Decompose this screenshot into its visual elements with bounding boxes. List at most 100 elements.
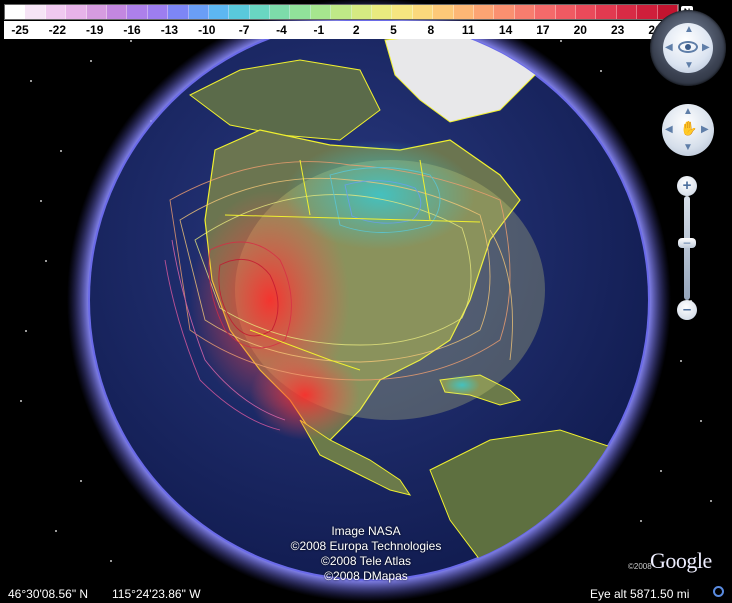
colorbar-swatch bbox=[168, 5, 189, 19]
star bbox=[55, 530, 57, 532]
latitude-readout: 46°30'08.56" N bbox=[8, 587, 89, 601]
colorbar-swatch bbox=[45, 5, 67, 19]
zoom-in-button[interactable]: + bbox=[677, 176, 697, 196]
colorbar-swatch bbox=[249, 5, 271, 19]
colorbar-swatch bbox=[25, 5, 46, 19]
star bbox=[80, 480, 82, 482]
colorbar-swatch bbox=[433, 5, 454, 19]
look-joystick[interactable]: ▲ ▼ ◀ ▶ bbox=[663, 23, 713, 73]
colorbar-tick-label: 11 bbox=[461, 23, 475, 37]
colorbar-tick-label: 23 bbox=[610, 23, 625, 37]
star bbox=[90, 60, 92, 62]
colorbar-swatch bbox=[188, 5, 209, 19]
colorbar-tick-label: 17 bbox=[536, 23, 550, 37]
star bbox=[110, 560, 112, 562]
arrow-down-icon[interactable]: ▼ bbox=[684, 60, 694, 71]
star bbox=[30, 80, 32, 82]
colorbar-swatch bbox=[412, 5, 434, 19]
imagery-attribution: Image NASA ©2008 Europa Technologies ©20… bbox=[280, 524, 452, 584]
colorbar-swatch bbox=[575, 5, 597, 19]
pan-left-icon[interactable]: ◀ bbox=[665, 124, 673, 135]
colorbar-swatch bbox=[351, 5, 373, 19]
colorbar-swatch bbox=[555, 5, 576, 19]
pan-down-icon[interactable]: ▼ bbox=[683, 142, 693, 153]
attribution-line: ©2008 Europa Technologies bbox=[290, 539, 442, 553]
zoom-out-button[interactable]: – bbox=[677, 300, 697, 320]
zoom-thumb[interactable]: – bbox=[678, 236, 696, 248]
pan-up-icon[interactable]: ▲ bbox=[683, 106, 693, 117]
colorbar-swatch bbox=[208, 5, 230, 19]
colorbar-swatch bbox=[535, 5, 556, 19]
star bbox=[45, 260, 47, 262]
colorbar-tick-label: -16 bbox=[123, 23, 141, 37]
colorbar-swatch bbox=[290, 5, 311, 19]
isotherm-contours bbox=[164, 161, 513, 431]
colorbar-swatch bbox=[453, 5, 474, 19]
attribution-line: ©2008 Tele Atlas bbox=[320, 554, 412, 568]
colorbar-tick-label: 14 bbox=[498, 23, 513, 37]
colorbar-tick-label: -25 bbox=[11, 23, 29, 37]
pan-right-icon[interactable]: ▶ bbox=[701, 124, 709, 135]
colorbar-tick-label: 20 bbox=[573, 23, 587, 37]
star bbox=[680, 360, 682, 362]
move-pan-control[interactable]: ✋ ▲ ▼ ◀ ▶ bbox=[662, 104, 714, 156]
colorbar-swatch bbox=[86, 5, 107, 19]
star bbox=[130, 40, 132, 42]
colorbar-swatch bbox=[331, 5, 352, 19]
streaming-status-icon bbox=[713, 586, 724, 597]
eye-altitude-readout: Eye alt 5871.50 mi bbox=[590, 587, 690, 601]
star bbox=[660, 470, 662, 472]
colorbar-swatch bbox=[270, 5, 291, 19]
star bbox=[600, 70, 602, 72]
star bbox=[20, 400, 22, 402]
star bbox=[560, 40, 562, 42]
colorbar-tick-label: 8 bbox=[427, 23, 435, 37]
colorbar-tick-label: -22 bbox=[48, 23, 67, 37]
temperature-overlay-cuba bbox=[444, 375, 480, 395]
colorbar-tick-label: 5 bbox=[390, 23, 397, 37]
central-america-landmass bbox=[299, 419, 412, 496]
colorbar-swatch bbox=[147, 5, 169, 19]
colorbar-swatch bbox=[372, 5, 393, 19]
colorbar-tick-label: -4 bbox=[276, 23, 287, 37]
colorbar-swatch bbox=[66, 5, 87, 19]
look-compass-control[interactable]: ▲ ▼ ◀ ▶ bbox=[650, 10, 726, 86]
star bbox=[710, 500, 712, 502]
zoom-slider[interactable]: + – – bbox=[677, 176, 697, 320]
star bbox=[25, 330, 27, 332]
status-bar: 46°30'08.56" N 115°24'23.86" W Eye alt 5… bbox=[0, 583, 732, 603]
star bbox=[40, 200, 42, 202]
arrow-up-icon[interactable]: ▲ bbox=[684, 24, 694, 35]
colorbar-swatch bbox=[637, 5, 658, 19]
colorbar-swatch bbox=[514, 5, 536, 19]
colorbar-swatch bbox=[596, 5, 617, 19]
colorbar-tick-label: -13 bbox=[160, 23, 179, 37]
star bbox=[60, 150, 62, 152]
political-borders bbox=[224, 159, 481, 371]
colorbar-swatch bbox=[106, 5, 128, 19]
attribution-line: ©2008 DMapas bbox=[324, 569, 408, 583]
colorbar-swatch bbox=[392, 5, 413, 19]
colorbar-swatch bbox=[616, 5, 638, 19]
colorbar-tick-label: -7 bbox=[238, 23, 250, 37]
colorbar-swatch bbox=[310, 5, 332, 19]
eye-icon bbox=[678, 41, 698, 53]
colorbar-swatches bbox=[4, 4, 679, 20]
colorbar-swatch bbox=[473, 5, 495, 19]
colorbar-tick-labels: -25-22-19-16-13-10-7-4-1258111417202326 bbox=[4, 21, 679, 39]
colorbar-swatch bbox=[494, 5, 515, 19]
star bbox=[640, 520, 642, 522]
star bbox=[700, 420, 702, 422]
temperature-overlay-cold-north bbox=[285, 140, 475, 250]
temperature-overlay-hot-mexico bbox=[250, 350, 360, 440]
google-logo: Google bbox=[650, 548, 712, 573]
colorbar-tick-label: -10 bbox=[198, 23, 216, 37]
colorbar-swatch bbox=[5, 5, 26, 19]
attribution-line: Image NASA bbox=[331, 524, 401, 538]
colorbar-swatch bbox=[229, 5, 250, 19]
arrow-left-icon[interactable]: ◀ bbox=[665, 42, 673, 53]
arrow-right-icon[interactable]: ▶ bbox=[702, 42, 710, 53]
zoom-track[interactable] bbox=[684, 196, 690, 300]
